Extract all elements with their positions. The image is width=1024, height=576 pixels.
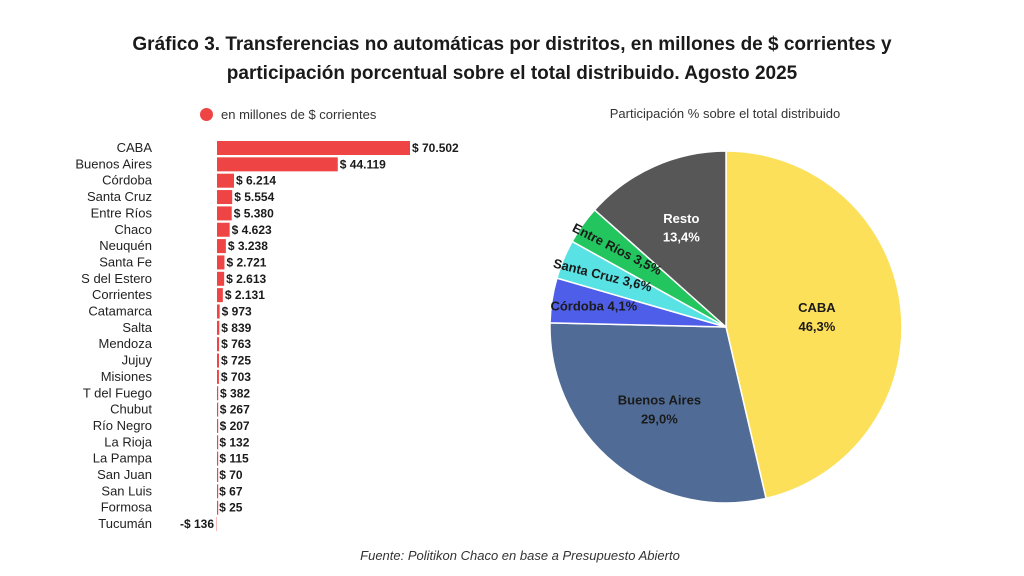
pie-slice-label: CABA 46,3%: [798, 300, 836, 334]
bar-category-label: Santa Cruz: [87, 189, 152, 204]
bar-legend: en millones de $ corrientes: [200, 107, 376, 122]
pie-slice-percent: 13,4%: [663, 230, 700, 245]
bar-data-label: $ 382: [220, 386, 250, 400]
pie-slice-buenos-aires: [549, 322, 767, 504]
bar-category-label: La Rioja: [104, 434, 152, 449]
bar-data-label: $ 67: [219, 484, 243, 498]
bar: [217, 190, 233, 205]
pie-slice-percent: 4,1%: [608, 299, 638, 314]
bar: [217, 222, 230, 237]
bar-category-label: Catamarca: [88, 304, 152, 319]
bar-category-label: Buenos Aires: [75, 156, 152, 171]
bar-data-label: $ 763: [221, 337, 251, 351]
pie-slice-name: Resto: [663, 211, 699, 226]
bar-category-label: Tucumán: [98, 516, 152, 531]
bar: [217, 320, 220, 335]
bar-data-label: $ 44.119: [340, 157, 386, 171]
bar: [217, 435, 219, 450]
bar-data-label: $ 2.721: [226, 255, 266, 269]
bar-category-label: T del Fuego: [83, 385, 152, 400]
chart-title-line-2: participación porcentual sobre el total …: [226, 63, 798, 84]
bar-data-label: $ 4.623: [232, 223, 272, 237]
bar: [217, 206, 232, 221]
bar: [217, 157, 338, 172]
pie-slice-name: Buenos Aires: [618, 392, 701, 407]
bar-data-label: $ 725: [221, 354, 251, 368]
bar-data-label: $ 2.131: [225, 288, 265, 302]
bar: [217, 484, 219, 499]
bar-category-label: Misiones: [101, 369, 153, 384]
bar: [217, 288, 223, 303]
bar-data-label: $ 5.380: [234, 206, 274, 220]
bar-category-label: Jujuy: [122, 353, 153, 368]
bar: [217, 468, 219, 482]
bar-category-label: Formosa: [101, 500, 153, 515]
pie-slice-percent: 3,6%: [621, 273, 654, 295]
bar: [217, 386, 219, 401]
pie-slice-resto: [593, 150, 727, 329]
pie-slice-label: Resto 13,4%: [663, 211, 700, 245]
pie-chart: CABA 46,3%Buenos Aires 29,0%Córdoba 4,1%Sa…: [549, 150, 903, 504]
bar-category-label: Río Negro: [93, 418, 152, 433]
pie-slice-percent: 46,3%: [798, 319, 835, 334]
bar: [217, 337, 220, 352]
bar-category-label: Salta: [122, 320, 152, 335]
pie-slice-name: Córdoba: [550, 299, 607, 314]
bar-category-label: Corrientes: [92, 287, 152, 302]
bar-data-label: $ 70: [219, 468, 243, 482]
chart-title-line-1: Gráfico 3. Transferencias no automáticas…: [132, 34, 892, 55]
pie-slice-caba: [725, 150, 903, 500]
chart-title: Gráfico 3. Transferencias no automáticas…: [0, 30, 1024, 88]
source-note: Fuente: Politikon Chaco en base a Presup…: [360, 548, 680, 563]
bar: [217, 451, 219, 466]
bar-data-label: $ 5.554: [234, 190, 274, 204]
bar-chart: CABA $ 70.502 Buenos Aires $ 44.119 Córdoba $…: [75, 140, 459, 532]
bar: [217, 353, 219, 368]
bar: [217, 500, 219, 515]
bar: [217, 141, 410, 155]
bar-data-label: $ 207: [220, 419, 250, 433]
bar-data-label: $ 267: [220, 403, 250, 417]
pie-slice-label: Córdoba 4,1%: [550, 299, 637, 314]
bar-category-label: Chaco: [114, 222, 152, 237]
bar-data-label: $ 973: [222, 305, 252, 319]
bar-data-label: $ 25: [219, 501, 243, 515]
bar-data-label: $ 70.502: [412, 141, 459, 155]
bar-category-label: Córdoba: [102, 173, 153, 188]
legend-label: en millones de $ corrientes: [221, 107, 377, 122]
bar: [217, 402, 219, 417]
bar: [217, 255, 225, 270]
bar-category-label: San Juan: [97, 467, 152, 482]
pie-title: Participación % sobre el total distribui…: [609, 106, 841, 121]
bar-data-label: $ 3.238: [228, 239, 268, 253]
bar-category-label: CABA: [117, 140, 153, 155]
pie-slice-name: CABA: [798, 300, 836, 315]
bar-category-label: La Pampa: [93, 451, 153, 466]
bar: [217, 369, 219, 384]
bar-data-label: -$ 136: [180, 517, 214, 531]
pie-slice-label: Buenos Aires 29,0%: [618, 392, 701, 426]
bar: [217, 271, 225, 286]
bar-data-label: $ 2.613: [226, 272, 266, 286]
pie-slice-percent: 29,0%: [641, 411, 678, 426]
bar-category-label: San Luis: [101, 483, 152, 498]
bar: [217, 239, 226, 254]
bar-category-label: Entre Ríos: [91, 205, 153, 220]
legend-marker: [200, 108, 213, 121]
bar: [217, 304, 220, 319]
bar-data-label: $ 115: [219, 452, 249, 466]
bar: [217, 418, 219, 433]
bar-data-label: $ 6.214: [236, 174, 276, 188]
bar-category-label: Chubut: [110, 402, 152, 417]
bar-category-label: Mendoza: [99, 336, 153, 351]
bar-data-label: $ 132: [219, 435, 249, 449]
bar: [217, 173, 235, 188]
bar-category-label: S del Estero: [81, 271, 152, 286]
bar-category-label: Neuquén: [99, 238, 152, 253]
bar-data-label: $ 703: [221, 370, 251, 384]
bar-data-label: $ 839: [221, 321, 251, 335]
bar-category-label: Santa Fe: [99, 254, 152, 269]
